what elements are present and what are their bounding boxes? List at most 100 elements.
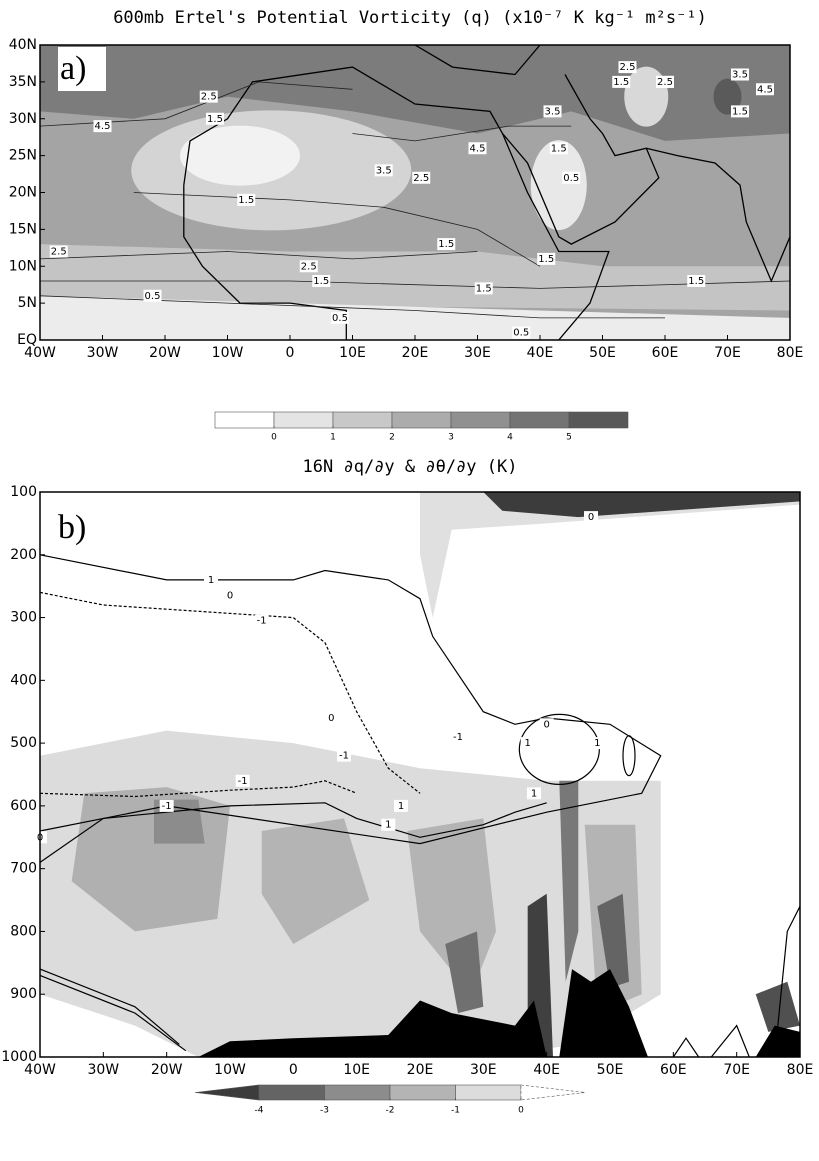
x-tick-label: 40E xyxy=(533,1062,560,1078)
contour-label-bg xyxy=(687,275,706,287)
map-field: 4.5 2.5 1.5 3.5 4.5 2.5 1.5 2.5 2.5 1.5 1.5 1.5 0.5 0… xyxy=(40,45,790,340)
contour-label: 1 xyxy=(385,820,391,831)
contour-label: 0.5 xyxy=(513,328,529,339)
colorbar-box xyxy=(194,1084,260,1101)
colorbar-box xyxy=(509,411,570,429)
contour-label: 2.5 xyxy=(201,92,217,103)
contour-label: 1 xyxy=(208,575,214,586)
x-tick-label: 10W xyxy=(214,1062,246,1078)
y-tick-label: 10N xyxy=(9,258,37,274)
y-tick-label: 30N xyxy=(9,111,37,127)
colorbar-box xyxy=(324,1084,391,1101)
contour-line xyxy=(710,1024,750,1058)
contour-line xyxy=(518,713,600,785)
colorbar-box xyxy=(332,411,393,429)
contour-label-bg xyxy=(299,260,318,273)
contour-label: 2.5 xyxy=(413,173,429,184)
contour-label-bg xyxy=(549,142,568,155)
colorbar-label: 3 xyxy=(448,433,454,443)
contour-label: 4.5 xyxy=(95,121,111,132)
y-tick-label: 300 xyxy=(10,610,37,626)
colorbar-label: 0 xyxy=(271,433,277,443)
contour-label-bg xyxy=(756,83,774,96)
contour-label: -1 xyxy=(162,801,172,812)
x-tick-label: 0 xyxy=(289,1062,298,1078)
contour-label: -1 xyxy=(453,732,463,743)
shade xyxy=(40,244,790,311)
colorbar-box xyxy=(273,411,334,429)
contour-label: 1.5 xyxy=(438,239,454,250)
contour-label: 1.5 xyxy=(476,283,492,294)
contour-label: 4.5 xyxy=(757,84,773,95)
x-tick-label: 80E xyxy=(787,1062,814,1078)
contour-label-bg xyxy=(412,171,431,184)
x-tick-label: 20E xyxy=(402,345,429,361)
x-tick-label: 70E xyxy=(714,345,741,361)
x-tick-label: 20W xyxy=(151,1062,183,1078)
contour-label-bg xyxy=(543,105,562,118)
x-tick-label: 10E xyxy=(339,345,366,361)
x-tick-label: 40W xyxy=(24,345,56,361)
contour-label: 1.5 xyxy=(538,254,554,265)
y-tick-label: 25N xyxy=(9,148,37,164)
colorbar-label: -4 xyxy=(255,1106,264,1116)
y-tick-label: 400 xyxy=(10,672,37,688)
contour-label-bg xyxy=(237,193,256,206)
coastline xyxy=(414,45,541,76)
contour-label-bg xyxy=(527,787,541,800)
x-tick-label: 50E xyxy=(597,1062,624,1078)
panel-label-bg xyxy=(58,47,106,91)
shade xyxy=(180,125,300,186)
x-tick-label: 60E xyxy=(652,345,679,361)
chart-title: 16N ∂q/∂y & ∂θ/∂y (K) xyxy=(303,457,518,477)
contour-label-bg xyxy=(618,61,637,74)
contour-label: 1.5 xyxy=(313,276,329,287)
contour-label: 1 xyxy=(524,738,530,749)
contour-label-bg xyxy=(93,120,112,133)
colorbar-label: 0 xyxy=(518,1106,524,1116)
contour-label-bg xyxy=(537,252,556,265)
y-tick-label: 100 xyxy=(10,484,37,500)
contour-label: 0.5 xyxy=(145,291,161,302)
contour-label: 1.5 xyxy=(551,143,567,154)
section-field: 10-1-10-110-11-101 101 xyxy=(33,492,801,1058)
contour-label-bg xyxy=(539,718,554,731)
shade xyxy=(40,45,790,141)
x-tick-label: 10E xyxy=(343,1062,370,1078)
x-tick-label: 30E xyxy=(470,1062,497,1078)
shade xyxy=(40,295,790,340)
contour-label-bg xyxy=(520,737,535,750)
contour-label: 0.5 xyxy=(563,173,579,184)
x-tick-label: 20W xyxy=(149,345,181,361)
y-tick-label: 1000 xyxy=(1,1049,37,1065)
colorbar-label: 2 xyxy=(389,433,395,443)
contour-label: 0 xyxy=(543,719,549,730)
x-tick-label: 70E xyxy=(723,1062,750,1078)
y-tick-label: 40N xyxy=(9,37,37,53)
x-tick-label: 10W xyxy=(212,345,244,361)
coastline xyxy=(183,66,610,340)
contour-label-bg xyxy=(731,68,749,81)
contour-label: 1.5 xyxy=(688,276,704,287)
contour-label: 1.5 xyxy=(238,195,254,206)
colorbar-box xyxy=(258,1084,325,1101)
x-tick-label: 30W xyxy=(87,345,119,361)
shade xyxy=(597,893,629,988)
contour-label-bg xyxy=(143,289,162,302)
contour-label-bg xyxy=(590,737,605,750)
contour-label-bg xyxy=(204,573,218,586)
shade xyxy=(755,981,800,1032)
colorbar-label: 4 xyxy=(507,433,513,443)
shade xyxy=(445,931,484,1014)
contour-label-bg xyxy=(159,799,174,812)
shading: 4.5 2.5 1.5 3.5 4.5 2.5 1.5 2.5 2.5 1.5 1.5 1.5 0.5 0… xyxy=(40,45,790,340)
contour-label-bg xyxy=(656,75,674,88)
contour-label: 0.5 xyxy=(332,313,348,324)
x-tick-label: 60E xyxy=(660,1062,687,1078)
contour-label: 1.5 xyxy=(207,114,223,125)
x-tick-label: 80E xyxy=(777,345,804,361)
y-tick-label: 15N xyxy=(9,221,37,237)
y-tick-label: EQ xyxy=(17,332,37,348)
shade xyxy=(559,780,579,982)
panel-label: b) xyxy=(58,509,86,546)
